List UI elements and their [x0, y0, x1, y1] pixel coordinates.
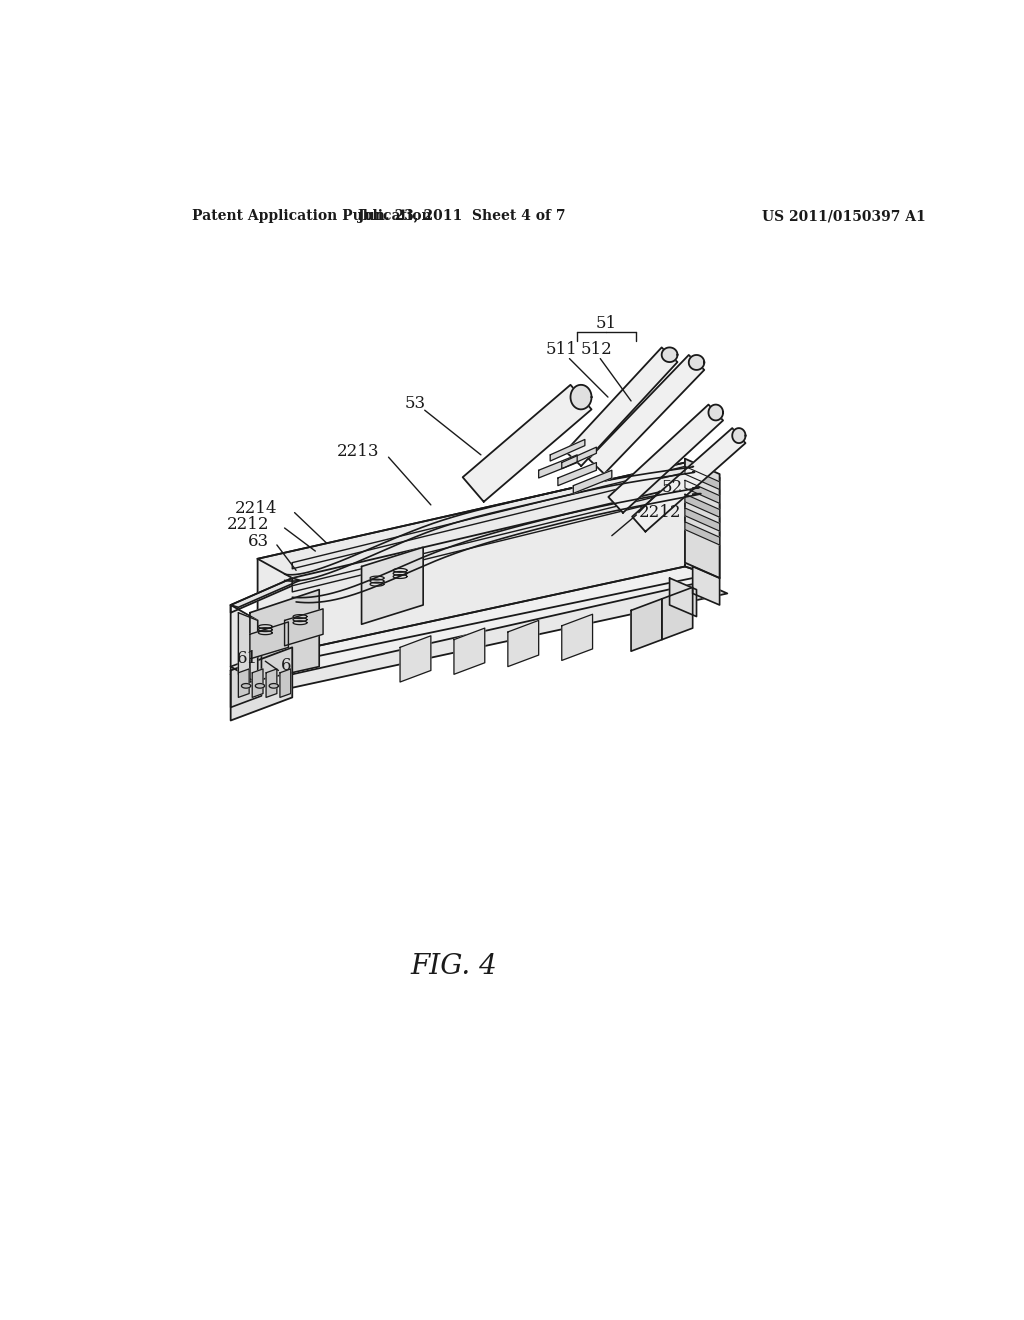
Text: 51: 51: [596, 315, 617, 333]
Polygon shape: [662, 347, 678, 362]
Polygon shape: [565, 347, 678, 466]
Polygon shape: [255, 684, 264, 688]
Text: 2213: 2213: [337, 442, 379, 459]
Polygon shape: [662, 587, 692, 640]
Polygon shape: [280, 669, 291, 697]
Polygon shape: [266, 669, 276, 697]
Polygon shape: [230, 605, 258, 682]
Polygon shape: [573, 470, 611, 494]
Polygon shape: [242, 684, 251, 688]
Polygon shape: [239, 612, 258, 682]
Polygon shape: [258, 462, 685, 659]
Polygon shape: [230, 578, 300, 607]
Polygon shape: [631, 599, 662, 651]
Text: 2214: 2214: [234, 500, 276, 517]
Text: Jun. 23, 2011  Sheet 4 of 7: Jun. 23, 2011 Sheet 4 of 7: [358, 209, 565, 223]
Polygon shape: [463, 385, 592, 502]
Polygon shape: [685, 462, 720, 578]
Polygon shape: [589, 355, 705, 474]
Text: 53: 53: [404, 395, 426, 412]
Polygon shape: [562, 447, 596, 469]
Polygon shape: [361, 548, 423, 624]
Text: 512: 512: [581, 341, 612, 358]
Polygon shape: [258, 566, 720, 675]
Polygon shape: [292, 490, 685, 591]
Text: 2212: 2212: [226, 516, 269, 533]
Polygon shape: [685, 508, 720, 531]
Polygon shape: [670, 578, 696, 616]
Text: 6: 6: [281, 656, 292, 673]
Text: 63: 63: [248, 533, 269, 550]
Polygon shape: [250, 590, 319, 682]
Polygon shape: [454, 628, 484, 675]
Polygon shape: [239, 669, 249, 697]
Polygon shape: [230, 647, 292, 721]
Polygon shape: [539, 455, 578, 478]
Text: 61: 61: [237, 651, 258, 668]
Text: 2212: 2212: [639, 504, 681, 521]
Polygon shape: [230, 578, 727, 693]
Polygon shape: [558, 462, 596, 486]
Polygon shape: [292, 466, 685, 569]
Polygon shape: [685, 459, 720, 578]
Text: 511: 511: [546, 341, 578, 358]
Text: Patent Application Publication: Patent Application Publication: [193, 209, 432, 223]
Polygon shape: [685, 494, 720, 517]
Polygon shape: [570, 385, 592, 409]
Polygon shape: [269, 684, 279, 688]
Polygon shape: [685, 521, 720, 545]
Polygon shape: [230, 578, 292, 612]
Polygon shape: [685, 480, 720, 503]
Text: FIG. 4: FIG. 4: [411, 953, 498, 981]
Polygon shape: [562, 614, 593, 660]
Polygon shape: [632, 428, 745, 532]
Polygon shape: [508, 620, 539, 667]
Polygon shape: [400, 636, 431, 682]
Polygon shape: [252, 669, 263, 697]
Polygon shape: [689, 355, 705, 370]
Polygon shape: [258, 462, 720, 578]
Polygon shape: [230, 655, 261, 708]
Polygon shape: [285, 609, 323, 645]
Polygon shape: [732, 428, 745, 444]
Text: US 2011/0150397 A1: US 2011/0150397 A1: [762, 209, 926, 223]
Polygon shape: [550, 440, 585, 461]
Text: 52: 52: [662, 479, 683, 496]
Polygon shape: [709, 405, 723, 420]
Polygon shape: [685, 466, 720, 490]
Polygon shape: [692, 566, 720, 605]
Polygon shape: [608, 404, 723, 513]
Polygon shape: [250, 622, 289, 659]
